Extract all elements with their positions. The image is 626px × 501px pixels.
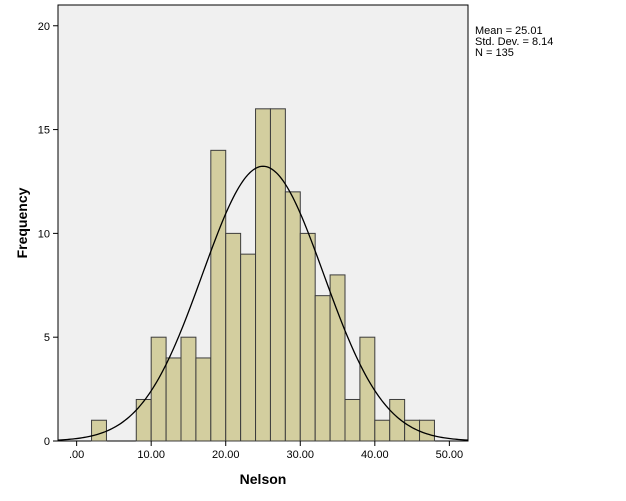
histogram-bar xyxy=(329,274,346,442)
x-tick-label: 40.00 xyxy=(361,449,389,461)
x-axis-label: Nelson xyxy=(240,471,287,487)
normal-curve xyxy=(57,165,469,441)
histogram-bar xyxy=(180,336,197,442)
histogram-bar xyxy=(195,357,212,442)
x-tick-label: 50.00 xyxy=(436,449,464,461)
histogram-bar xyxy=(255,108,271,442)
y-tick-label: 5 xyxy=(44,332,50,344)
histogram-bar xyxy=(240,253,257,442)
stats-box: Mean = 25.01 Std. Dev. = 8.14 N = 135 xyxy=(475,26,553,59)
x-tick-label: 30.00 xyxy=(287,449,315,461)
histogram-bar xyxy=(359,336,376,442)
y-tick-label: 0 xyxy=(44,436,50,448)
histogram-bar xyxy=(269,108,286,442)
y-tick-label: 15 xyxy=(38,125,50,137)
y-axis-label: Frequency xyxy=(14,187,30,258)
histogram-bar xyxy=(225,232,242,442)
histogram-bar xyxy=(344,398,361,442)
x-tick-label: .00 xyxy=(69,449,84,461)
histogram-bar xyxy=(165,357,182,442)
histogram-bar xyxy=(374,419,391,442)
histogram-bar xyxy=(150,336,167,442)
y-tick-label: 10 xyxy=(38,228,50,240)
histogram-bar xyxy=(284,191,301,442)
y-axis: 0 5 10 15 20 xyxy=(38,21,58,448)
histogram-bar xyxy=(389,398,406,442)
stat-n: N = 135 xyxy=(475,47,514,59)
x-axis: .00 10.00 20.00 30.00 40.00 50.00 xyxy=(69,441,463,461)
histogram-bar xyxy=(91,419,107,442)
histogram-bar xyxy=(135,398,152,442)
y-tick-label: 20 xyxy=(38,21,50,33)
stat-mean: Mean = 25.01 xyxy=(475,25,543,37)
x-tick-label: 20.00 xyxy=(212,449,240,461)
stat-std-dev: Std. Dev. = 8.14 xyxy=(475,36,554,48)
histogram-bar xyxy=(299,232,316,442)
histogram-bar xyxy=(210,149,227,442)
histogram-bars xyxy=(91,108,435,442)
histogram-bar xyxy=(419,419,435,442)
histogram-bar xyxy=(314,295,331,442)
x-tick-label: 10.00 xyxy=(137,449,165,461)
